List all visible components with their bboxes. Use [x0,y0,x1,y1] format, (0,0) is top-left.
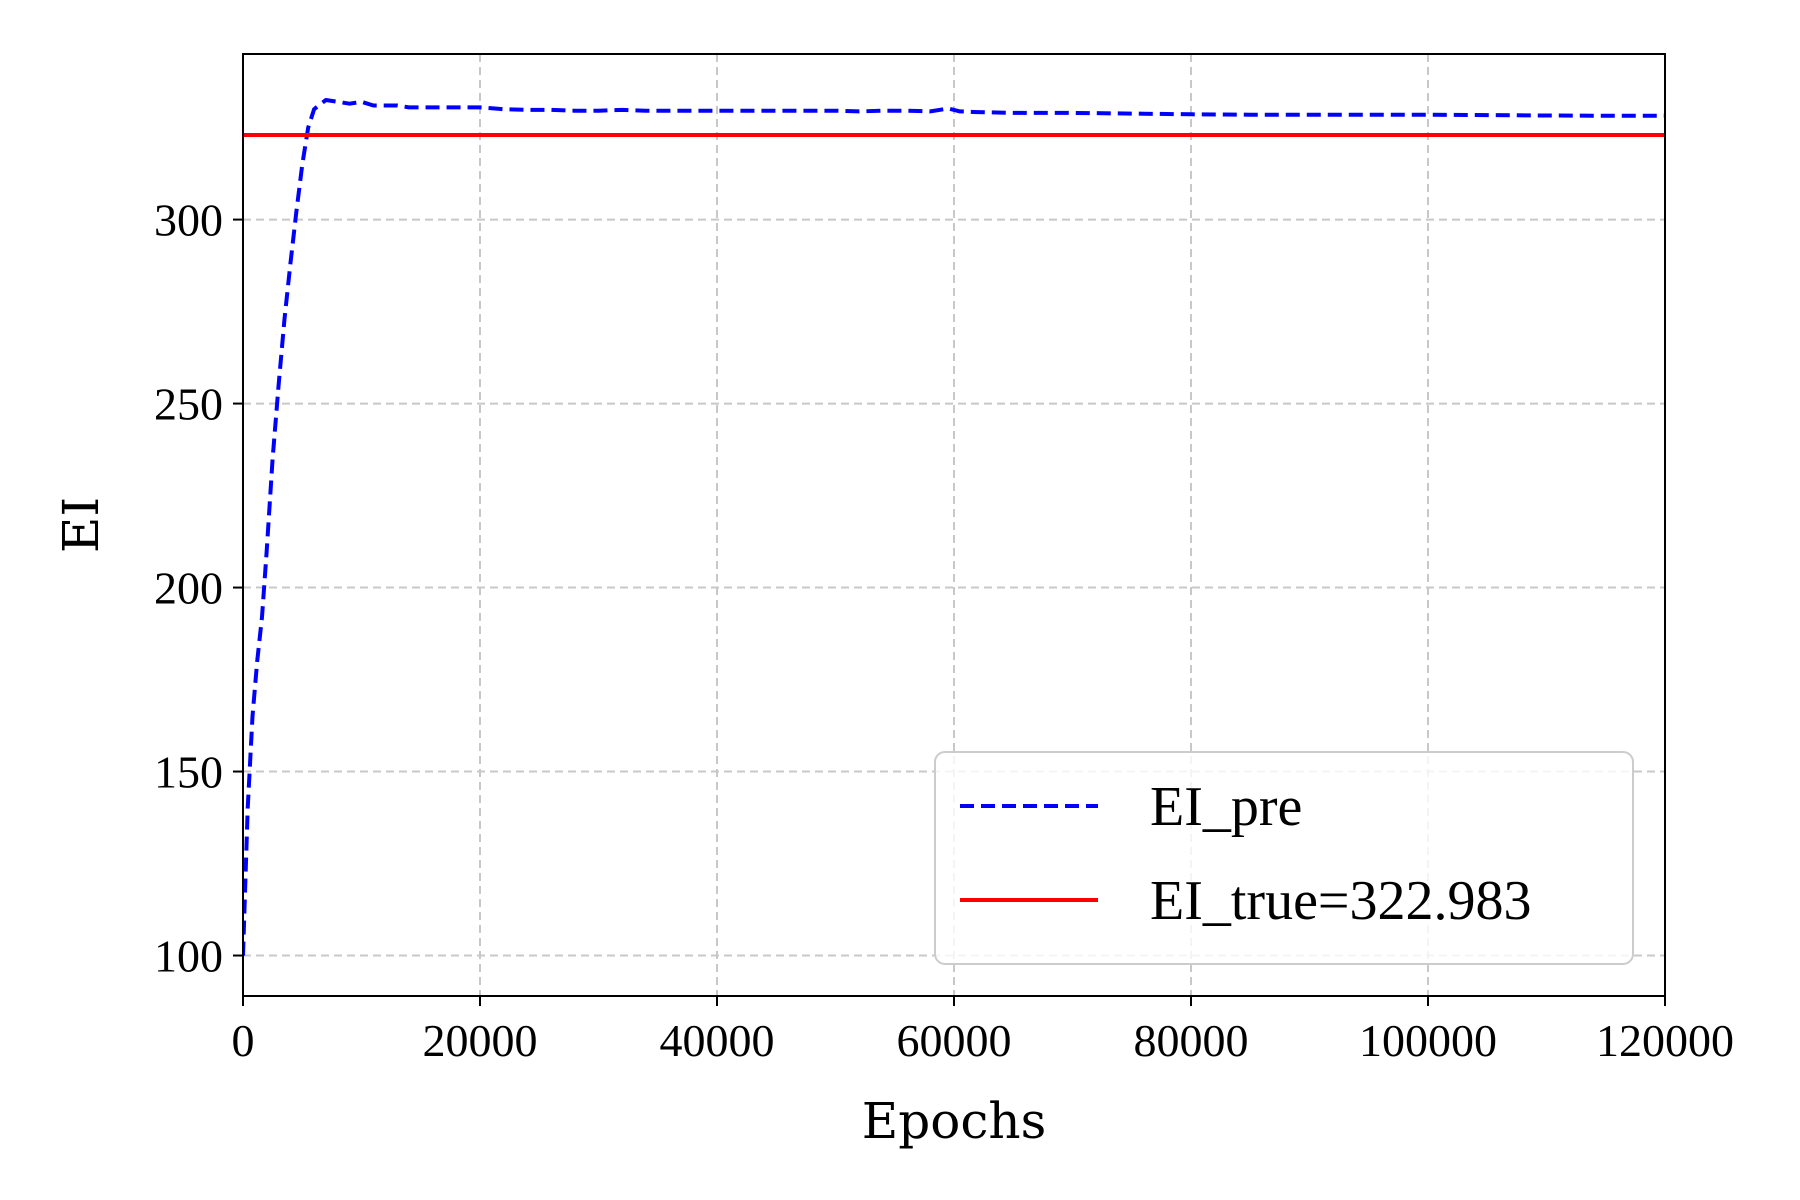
y-tick-label-2: 200 [154,563,223,614]
x-tick-label-5: 100000 [1359,1015,1497,1066]
series-line-0 [243,98,1665,956]
y-tick-label-4: 300 [154,195,223,246]
legend-label-0: EI_pre [1150,776,1302,838]
x-tick-label-2: 40000 [660,1015,775,1066]
axis-ticks: 0 20000 40000 60000 80000 100000 120000 100 150 2… [154,195,1734,1066]
x-tick-label-4: 80000 [1134,1015,1249,1066]
legend-entries: EI_pre EI_true=322.983 [960,776,1532,932]
legend-label-1: EI_true=322.983 [1150,870,1532,932]
x-axis-title: Epochs [862,1092,1046,1150]
legend-box [934,751,1634,965]
legend: EI_pre EI_true=322.983 [934,751,1634,965]
series-lines [243,98,1665,956]
x-tick-label-1: 20000 [423,1015,538,1066]
y-tick-label-1: 150 [154,747,223,798]
y-axis-title: EI [52,497,110,553]
x-tick-label-6: 120000 [1596,1015,1734,1066]
x-tick-label-0: 0 [232,1015,255,1066]
y-tick-label-0: 100 [154,931,223,982]
y-tick-label-3: 250 [154,379,223,430]
x-tick-label-3: 60000 [897,1015,1012,1066]
